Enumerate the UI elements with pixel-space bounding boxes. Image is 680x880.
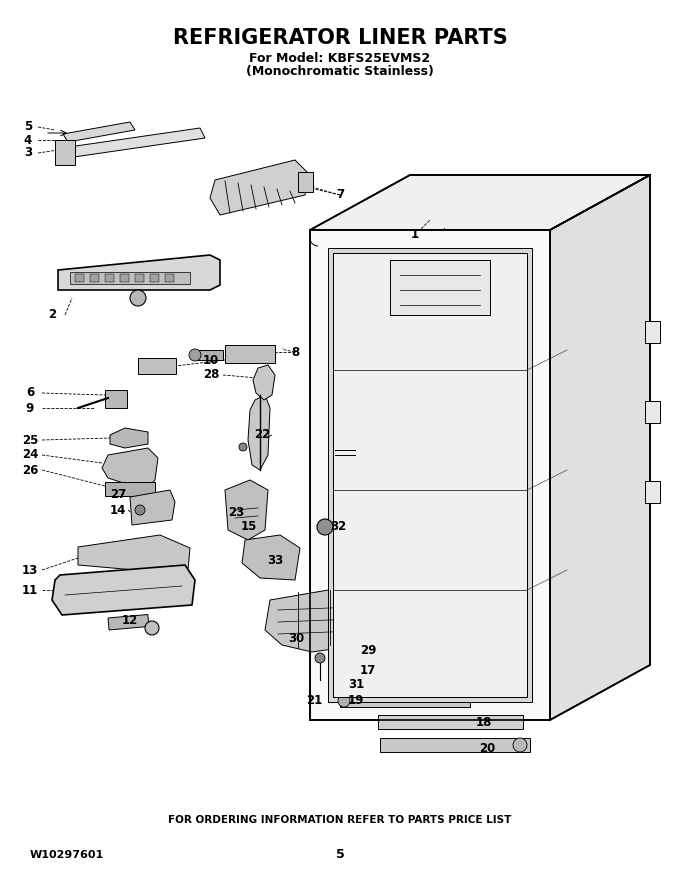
Polygon shape (333, 253, 527, 697)
Bar (120, 274, 129, 282)
Text: 5: 5 (336, 848, 344, 862)
Text: 11: 11 (22, 583, 38, 597)
Polygon shape (265, 588, 362, 652)
Circle shape (135, 505, 145, 515)
Polygon shape (390, 260, 490, 315)
Text: 2: 2 (48, 309, 56, 321)
Text: 18: 18 (476, 715, 492, 729)
Text: 30: 30 (288, 632, 304, 644)
Circle shape (513, 738, 527, 752)
Text: 3: 3 (24, 146, 32, 159)
Text: 19: 19 (347, 693, 364, 707)
Polygon shape (248, 395, 270, 470)
Text: 27: 27 (110, 488, 126, 502)
Polygon shape (58, 255, 220, 290)
Circle shape (338, 695, 350, 707)
Text: 4: 4 (24, 134, 32, 146)
Circle shape (145, 621, 159, 635)
Polygon shape (110, 428, 148, 448)
Text: 9: 9 (26, 401, 34, 414)
Text: W10297601: W10297601 (30, 850, 104, 860)
Bar (195, 350, 223, 360)
Bar (378, 715, 523, 729)
Bar (108, 614, 149, 630)
Polygon shape (210, 160, 310, 215)
Bar (105, 390, 127, 408)
Polygon shape (645, 321, 660, 343)
Polygon shape (63, 122, 135, 142)
Polygon shape (310, 230, 550, 720)
Polygon shape (78, 535, 190, 572)
Bar (55, 140, 75, 165)
Bar (70, 272, 190, 284)
Polygon shape (225, 480, 268, 540)
Bar (150, 274, 159, 282)
Bar (138, 358, 176, 374)
Text: 33: 33 (267, 554, 283, 567)
Text: For Model: KBFS25EVMS2: For Model: KBFS25EVMS2 (250, 52, 430, 64)
Text: 23: 23 (228, 507, 244, 519)
Polygon shape (645, 481, 660, 503)
Text: FOR ORDERING INFORMATION REFER TO PARTS PRICE LIST: FOR ORDERING INFORMATION REFER TO PARTS … (169, 815, 511, 825)
Polygon shape (328, 248, 532, 702)
Polygon shape (310, 175, 650, 230)
Text: 25: 25 (22, 434, 38, 446)
Bar (165, 274, 174, 282)
Text: 22: 22 (254, 429, 270, 442)
Text: 13: 13 (22, 563, 38, 576)
Polygon shape (340, 638, 450, 675)
Text: 10: 10 (203, 354, 219, 366)
Circle shape (317, 519, 333, 535)
Text: 15: 15 (241, 520, 257, 533)
Polygon shape (253, 365, 275, 400)
Text: 21: 21 (306, 693, 322, 707)
Bar (135, 274, 144, 282)
Bar (340, 695, 470, 707)
Text: 5: 5 (24, 121, 32, 134)
Bar (105, 274, 114, 282)
Bar (90, 274, 99, 282)
Text: 7: 7 (336, 188, 344, 202)
Text: 12: 12 (122, 613, 138, 627)
Text: 17: 17 (360, 664, 376, 677)
Text: 20: 20 (479, 742, 495, 754)
Text: 24: 24 (22, 449, 38, 461)
Circle shape (189, 349, 201, 361)
Text: 31: 31 (348, 678, 364, 692)
Polygon shape (52, 565, 195, 615)
Bar (380, 738, 530, 752)
Polygon shape (242, 535, 300, 580)
Text: (Monochromatic Stainless): (Monochromatic Stainless) (246, 65, 434, 78)
Polygon shape (645, 401, 660, 423)
Circle shape (315, 653, 325, 663)
Text: 1: 1 (411, 229, 419, 241)
Text: REFRIGERATOR LINER PARTS: REFRIGERATOR LINER PARTS (173, 28, 507, 48)
Bar (225, 345, 275, 363)
Text: 26: 26 (22, 464, 38, 476)
Text: 32: 32 (330, 520, 346, 533)
Polygon shape (62, 128, 205, 158)
Text: 6: 6 (26, 386, 34, 400)
Bar (105, 482, 155, 496)
Text: 28: 28 (203, 369, 219, 382)
Bar (298, 172, 313, 192)
Bar (75, 274, 84, 282)
Circle shape (130, 290, 146, 306)
Text: 14: 14 (109, 503, 126, 517)
Polygon shape (550, 175, 650, 720)
Polygon shape (102, 448, 158, 490)
Circle shape (239, 443, 247, 451)
Polygon shape (130, 490, 175, 525)
Text: 29: 29 (360, 643, 376, 656)
Text: 8: 8 (291, 346, 299, 358)
